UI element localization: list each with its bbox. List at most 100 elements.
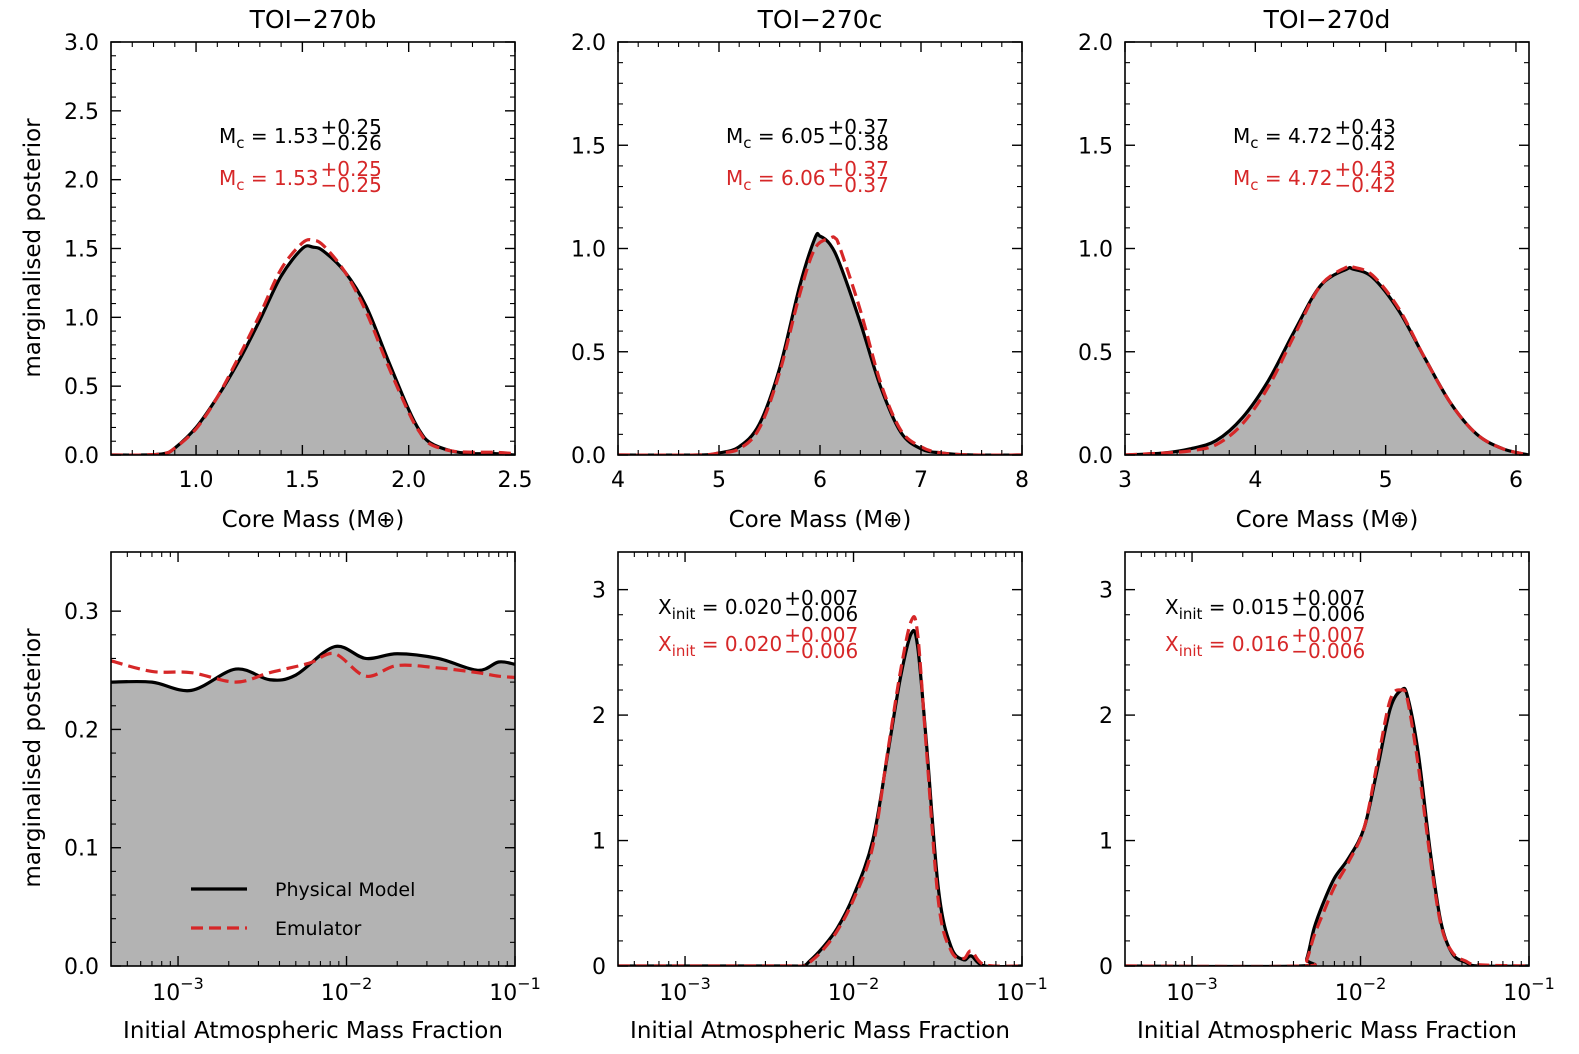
posterior-fill-area: [1125, 267, 1529, 455]
x-tick-label: 10−2: [1335, 974, 1387, 1006]
annotation-equals: =: [1259, 166, 1288, 190]
panel-title: TOI−270d: [1263, 5, 1391, 34]
x-tick-label-exponent: −1: [517, 974, 541, 993]
annotation-minus: −0.006: [1291, 602, 1365, 626]
annotation-plus: +0.43: [1335, 115, 1396, 139]
annotation-text: Xinit = 0.015: [1165, 595, 1289, 623]
x-tick-label-base: 10: [1503, 981, 1531, 1006]
y-tick-label: 2: [1099, 704, 1113, 729]
x-tick-label: 10−1: [489, 974, 541, 1006]
emulator-line: [618, 615, 1022, 966]
annotation-plus: +0.25: [321, 115, 382, 139]
physical-model-line: [111, 644, 515, 693]
annotation-symbol: X: [658, 595, 672, 619]
annotation-symbol: M: [726, 124, 743, 148]
x-tick-label-base: 10: [321, 981, 349, 1006]
annotation-symbol: X: [1165, 595, 1179, 619]
annotation-plus: +0.43: [1335, 157, 1396, 181]
axes-frame: [617, 551, 1023, 967]
plot-area: [1125, 263, 1529, 455]
annotation-equals: =: [1202, 595, 1231, 619]
x-tick-label-exponent: −3: [1194, 974, 1218, 993]
x-tick-label: 4: [1248, 468, 1262, 493]
annotation-text: Mc = 1.53: [219, 124, 319, 152]
x-tick-label-exponent: −3: [687, 974, 711, 993]
x-axis-label: Core Mass (M⊕): [1236, 507, 1419, 533]
annotation-value: 0.020: [725, 632, 782, 656]
panel-3: 0.0 0.5 1.0 1.5 2.0 3 4 5 6 TOI−270d Core Mass (M⊕…: [1078, 5, 1530, 533]
x-tick-label: 10−1: [1503, 974, 1555, 1006]
plot-area: [618, 232, 1022, 455]
y-tick-label: 2.0: [571, 31, 606, 56]
annotation-value: 0.020: [725, 595, 782, 619]
y-tick-label: 2: [592, 704, 606, 729]
x-tick-label: 5: [1379, 468, 1393, 493]
posterior-fill-area: [111, 646, 515, 966]
annotation-text: Mc = 1.53: [219, 166, 319, 194]
panel-title: TOI−270c: [757, 5, 883, 34]
x-axis-label: Initial Atmospheric Mass Fraction: [123, 1018, 503, 1044]
posterior-fill-area: [111, 245, 515, 455]
y-tick-label: 1.0: [571, 238, 606, 263]
annotation-plus: +0.37: [828, 115, 889, 139]
plot-area: [1125, 686, 1529, 966]
annotation-value: 0.015: [1232, 595, 1289, 619]
y-axis-label-top: marginalised posterior: [20, 118, 46, 378]
x-tick-label-base: 10: [1335, 981, 1363, 1006]
annotation-symbol: M: [1233, 124, 1250, 148]
y-tick-label: 0.1: [64, 837, 99, 862]
x-tick-label: 6: [1509, 468, 1523, 493]
panel-1: 0.0 0.5 1.0 1.5 2.0 2.5 3.0 1.0 1.5 2.0 2.5 TOI−270…: [64, 5, 533, 533]
annotation-equals: =: [245, 166, 274, 190]
x-tick-label: 3: [1118, 468, 1132, 493]
x-axis-label: Core Mass (M⊕): [222, 507, 405, 533]
y-tick-label: 0: [592, 955, 606, 980]
annotation-equals: =: [1202, 632, 1231, 656]
annotation-subscript: c: [743, 134, 751, 152]
x-axis-label: Core Mass (M⊕): [729, 507, 912, 533]
annotation-subscript: c: [236, 134, 244, 152]
y-tick-label: 2.0: [1078, 31, 1113, 56]
annotation-subscript: c: [236, 176, 244, 194]
annotation-physical: Xinit = 0.015 +0.007−0.006: [1165, 586, 1365, 626]
annotation-symbol: X: [1165, 632, 1179, 656]
annotation-minus: −0.006: [1291, 639, 1365, 663]
x-tick-label: 8: [1015, 468, 1029, 493]
x-tick-label: 10−1: [996, 974, 1048, 1006]
axes-frame: [1124, 551, 1530, 967]
x-tick-label: 5: [712, 468, 726, 493]
annotation-emulator: Mc = 4.72 +0.43−0.42: [1233, 157, 1396, 197]
emulator-line: [111, 651, 515, 684]
annotation-text: Mc = 4.72: [1233, 124, 1333, 152]
annotation-equals: =: [245, 124, 274, 148]
annotation-emulator: Xinit = 0.016 +0.007−0.006: [1165, 623, 1365, 663]
annotation-physical: Mc = 4.72 +0.43−0.42: [1233, 115, 1396, 155]
annotation-text: Xinit = 0.020: [658, 632, 782, 660]
annotation-equals: =: [695, 595, 724, 619]
emulator-line: [1125, 688, 1529, 966]
x-axis-label: Initial Atmospheric Mass Fraction: [630, 1018, 1010, 1044]
panel-title: TOI−270b: [249, 5, 377, 34]
annotation-equals: =: [1259, 124, 1288, 148]
annotation-text: Xinit = 0.020: [658, 595, 782, 623]
annotation-subscript: c: [1250, 134, 1258, 152]
annotation-physical: Mc = 6.05 +0.37−0.38: [726, 115, 889, 155]
y-tick-label: 0.0: [64, 444, 99, 469]
annotation-physical: Mc = 1.53 +0.25−0.26: [219, 115, 382, 155]
y-tick-label: 1.0: [64, 306, 99, 331]
annotation-subscript: c: [1250, 176, 1258, 194]
plot-area: [618, 615, 1022, 966]
annotation-text: Mc = 6.05: [726, 124, 826, 152]
annotation-emulator: Mc = 6.06 +0.37−0.37: [726, 157, 889, 197]
x-tick-label-base: 10: [152, 981, 180, 1006]
annotation-text: Mc = 4.72: [1233, 166, 1333, 194]
x-tick-label-exponent: −2: [856, 974, 880, 993]
annotation-value: 4.72: [1288, 124, 1333, 148]
x-tick-label: 2.5: [498, 468, 533, 493]
annotation-text: Xinit = 0.016: [1165, 632, 1289, 660]
y-tick-label: 0.3: [64, 600, 99, 625]
annotation-plus: +0.007: [784, 586, 858, 610]
annotation-symbol: M: [219, 124, 236, 148]
y-tick-label: 2.5: [64, 100, 99, 125]
